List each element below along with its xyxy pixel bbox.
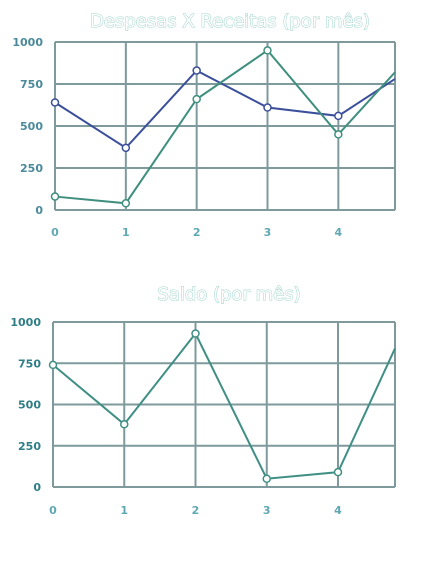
data-point [192,66,201,75]
series-line-1 [54,49,396,205]
data-point [120,420,129,429]
y-tick-label: 1000 [10,316,41,329]
grid [54,41,396,211]
y-tick-label: 0 [33,481,41,494]
series-line-0 [54,69,396,150]
data-point [48,360,58,370]
y-tick-label: 500 [18,399,41,412]
data-point [263,46,272,55]
data-point [191,329,200,338]
x-tick-label: 3 [263,504,271,517]
chart-saldo: Saldo (por mês) 0 250 500 750 1000 0 1 2 3 4 [10,284,396,517]
data-point [121,143,131,153]
y-tick-label: 0 [35,204,43,217]
data-point [192,94,201,104]
data-point [334,130,343,139]
x-tick-label: 1 [120,504,128,517]
x-tick-label: 3 [264,226,272,239]
y-tick-label: 1000 [12,36,43,49]
data-point [50,192,60,201]
data-point [333,467,343,477]
y-tick-label: 500 [20,120,43,133]
data-point [263,103,272,112]
chart-despesas-receitas: Despesas X Receitas (por mês) 0 250 500 750 1… [12,11,396,239]
x-tick-label: 4 [334,504,342,517]
y-tick-label: 750 [18,357,41,370]
x-tick-label: 0 [51,226,59,239]
x-tick-label: 2 [192,504,200,517]
x-tick-label: 4 [335,226,343,239]
y-tick-label: 250 [20,162,43,175]
grid [52,321,396,488]
data-point [50,98,60,107]
x-tick-label: 0 [49,504,57,517]
chart-title: Despesas X Receitas (por mês) [90,11,370,32]
x-tick-label: 2 [193,226,201,239]
data-point [262,474,271,483]
y-tick-label: 750 [20,78,43,91]
chart-title: Saldo (por mês) [157,284,300,305]
series-line-0 [52,331,396,480]
x-tick-label: 1 [122,226,130,239]
y-tick-label: 250 [18,440,41,453]
data-point [121,199,131,208]
data-point [334,111,343,121]
